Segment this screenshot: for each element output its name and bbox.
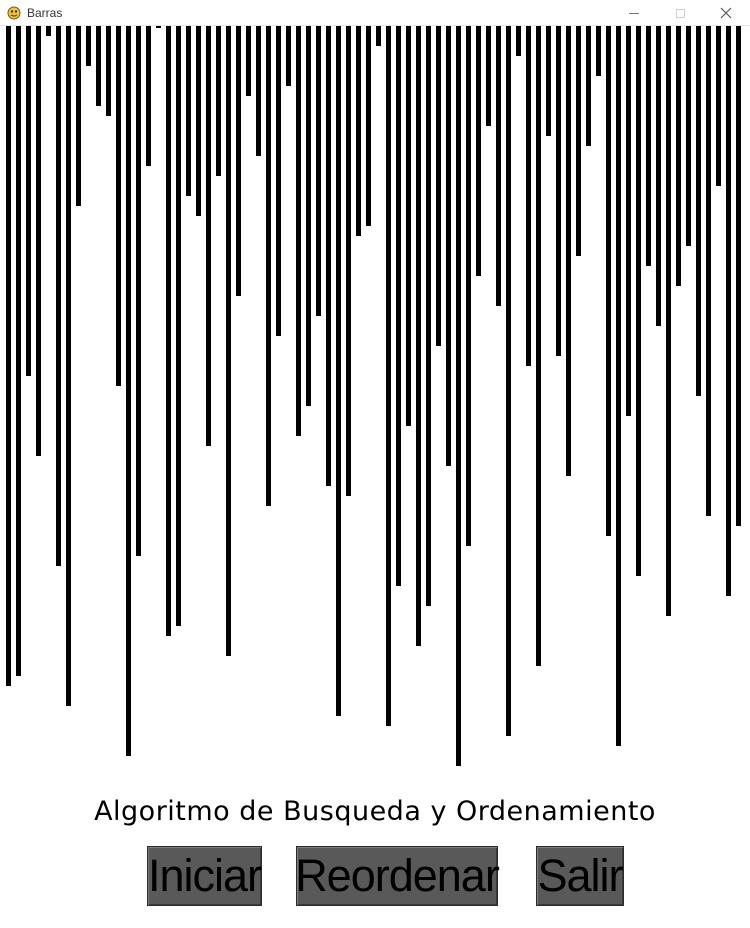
bar: [276, 26, 281, 336]
bar: [306, 26, 311, 406]
bar: [636, 26, 641, 576]
bar: [416, 26, 421, 646]
bar: [546, 26, 551, 136]
bar: [286, 26, 291, 86]
bar: [106, 26, 111, 116]
bar: [206, 26, 211, 446]
bar: [266, 26, 271, 506]
bar: [146, 26, 151, 166]
bar: [726, 26, 731, 596]
bar: [36, 26, 41, 456]
bar: [346, 26, 351, 496]
bar: [496, 26, 501, 306]
bar: [646, 26, 651, 266]
bar: [166, 26, 171, 636]
bar: [676, 26, 681, 286]
bar: [386, 26, 391, 726]
bar: [176, 26, 181, 626]
minimize-icon: [629, 12, 639, 14]
bar: [616, 26, 621, 746]
bar: [706, 26, 711, 516]
bar: [426, 26, 431, 606]
maximize-button[interactable]: [657, 0, 703, 26]
bar: [96, 26, 101, 106]
bar: [136, 26, 141, 556]
bar: [596, 26, 601, 76]
bar: [606, 26, 611, 536]
title-bar: Barras: [0, 0, 750, 26]
bar: [666, 26, 671, 616]
bar: [456, 26, 461, 766]
bar: [576, 26, 581, 256]
exit-button[interactable]: Salir: [536, 846, 624, 906]
bar: [66, 26, 71, 706]
bar: [446, 26, 451, 466]
bar: [296, 26, 301, 436]
pygame-snake-icon: [7, 6, 21, 20]
bar: [186, 26, 191, 196]
window-title: Barras: [27, 6, 63, 20]
maximize-icon: [675, 8, 685, 18]
bar: [116, 26, 121, 386]
bar: [436, 26, 441, 346]
bar: [586, 26, 591, 146]
bar: [526, 26, 531, 366]
bar: [336, 26, 341, 716]
bar: [716, 26, 721, 186]
bar: [486, 26, 491, 126]
minimize-button[interactable]: [611, 0, 657, 26]
bar: [376, 26, 381, 46]
bar: [656, 26, 661, 326]
bar: [236, 26, 241, 296]
bar: [366, 26, 371, 226]
bar: [466, 26, 471, 546]
bar: [196, 26, 201, 216]
bar: [326, 26, 331, 486]
bar: [216, 26, 221, 176]
start-button[interactable]: Iniciar: [147, 846, 262, 906]
bar: [506, 26, 511, 736]
bar: [76, 26, 81, 206]
bar: [156, 26, 161, 28]
bar: [536, 26, 541, 666]
bar: [256, 26, 261, 156]
bar: [316, 26, 321, 316]
bar: [356, 26, 361, 236]
bar: [226, 26, 231, 656]
bar: [406, 26, 411, 426]
bar: [246, 26, 251, 96]
pygame-canvas: Algoritmo de Busqueda y Ordenamiento Ini…: [0, 26, 750, 928]
bar: [6, 26, 11, 686]
bar-chart: [0, 26, 750, 786]
bar: [396, 26, 401, 586]
bar: [56, 26, 61, 566]
bar: [696, 26, 701, 396]
bar: [16, 26, 21, 676]
shuffle-button[interactable]: Reordenar: [295, 846, 500, 906]
bar: [26, 26, 31, 376]
close-icon: [720, 7, 732, 19]
bar: [686, 26, 691, 246]
bar: [736, 26, 741, 526]
close-button[interactable]: [703, 0, 749, 26]
bar: [556, 26, 561, 356]
bar: [86, 26, 91, 66]
bar: [626, 26, 631, 416]
bar: [126, 26, 131, 756]
bar: [476, 26, 481, 276]
algorithm-heading: Algoritmo de Busqueda y Ordenamiento: [94, 796, 656, 827]
bar: [566, 26, 571, 476]
bar: [46, 26, 51, 36]
bar: [516, 26, 521, 56]
